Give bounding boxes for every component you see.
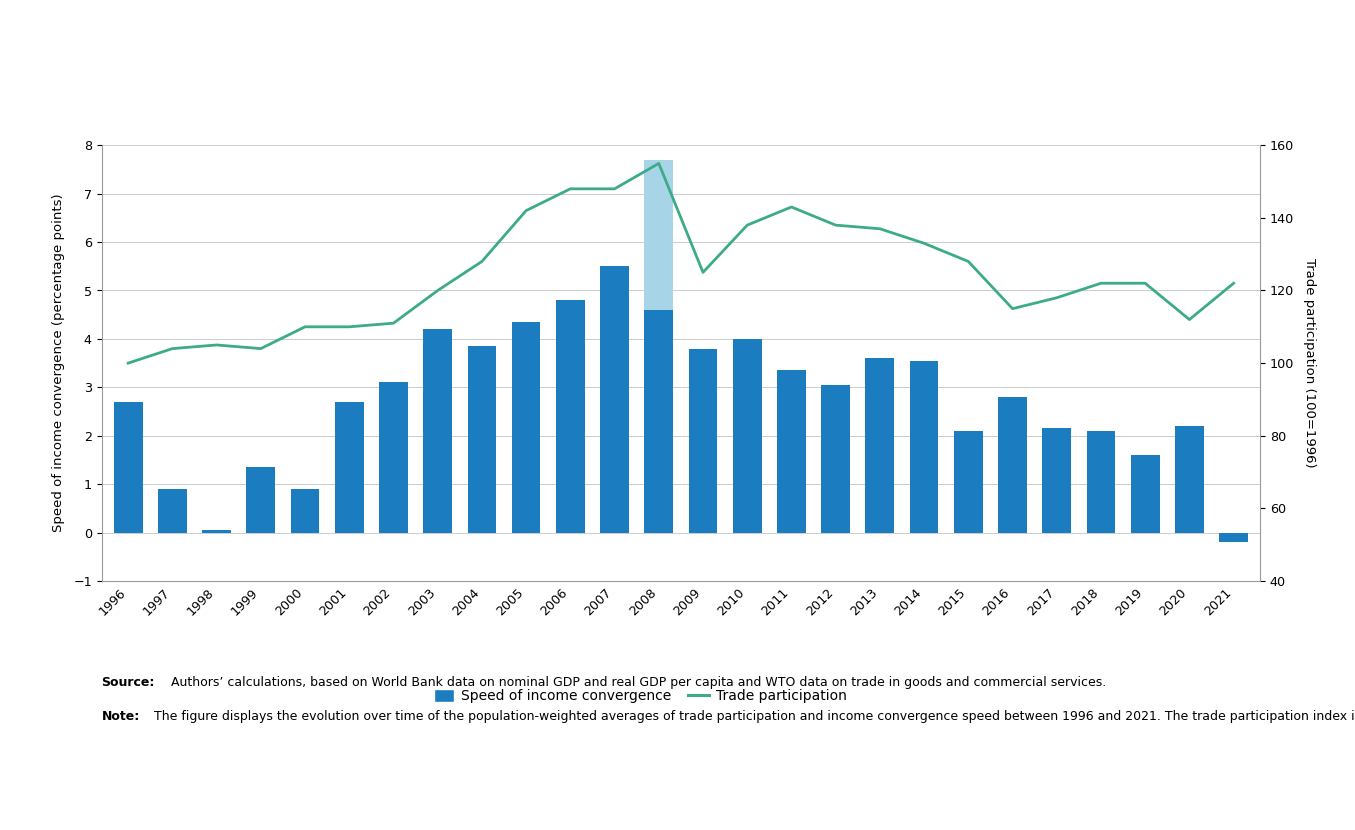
- Bar: [821, 385, 850, 533]
- Bar: [423, 330, 453, 533]
- Bar: [379, 383, 408, 533]
- Bar: [114, 402, 142, 533]
- Bar: [733, 339, 762, 533]
- Legend: Speed of income convergence, Trade participation: Speed of income convergence, Trade parti…: [428, 684, 852, 709]
- Bar: [467, 346, 496, 533]
- Bar: [556, 300, 585, 533]
- Bar: [866, 359, 894, 533]
- Bar: [909, 361, 939, 533]
- Text: Figure 1: Positive correlation between low- and middle-income economies’ converg: Figure 1: Positive correlation between l…: [24, 36, 1069, 55]
- Bar: [776, 370, 806, 533]
- Bar: [247, 467, 275, 533]
- Bar: [999, 397, 1027, 533]
- Bar: [1175, 426, 1203, 533]
- Bar: [202, 530, 230, 533]
- Bar: [1220, 533, 1248, 542]
- Text: Note:: Note:: [102, 710, 140, 723]
- Text: and trade participation, 1996-2021: and trade participation, 1996-2021: [24, 80, 411, 99]
- Bar: [645, 159, 673, 310]
- Bar: [291, 489, 320, 533]
- Bar: [1087, 431, 1115, 533]
- Bar: [512, 322, 541, 533]
- Text: Source:: Source:: [102, 676, 154, 690]
- Bar: [600, 266, 629, 533]
- Y-axis label: Speed of income convergence (percentage points): Speed of income convergence (percentage …: [51, 194, 65, 532]
- Text: Authors’ calculations, based on World Bank data on nominal GDP and real GDP per : Authors’ calculations, based on World Ba…: [167, 676, 1106, 690]
- Bar: [335, 402, 363, 533]
- Bar: [1042, 428, 1070, 533]
- Y-axis label: Trade participation (100=1996): Trade participation (100=1996): [1304, 258, 1317, 468]
- Text: The figure displays the evolution over time of the population-weighted averages : The figure displays the evolution over t…: [150, 710, 1355, 723]
- Bar: [645, 310, 673, 533]
- Bar: [954, 431, 982, 533]
- Bar: [159, 489, 187, 533]
- Bar: [688, 349, 717, 533]
- Bar: [1131, 455, 1160, 533]
